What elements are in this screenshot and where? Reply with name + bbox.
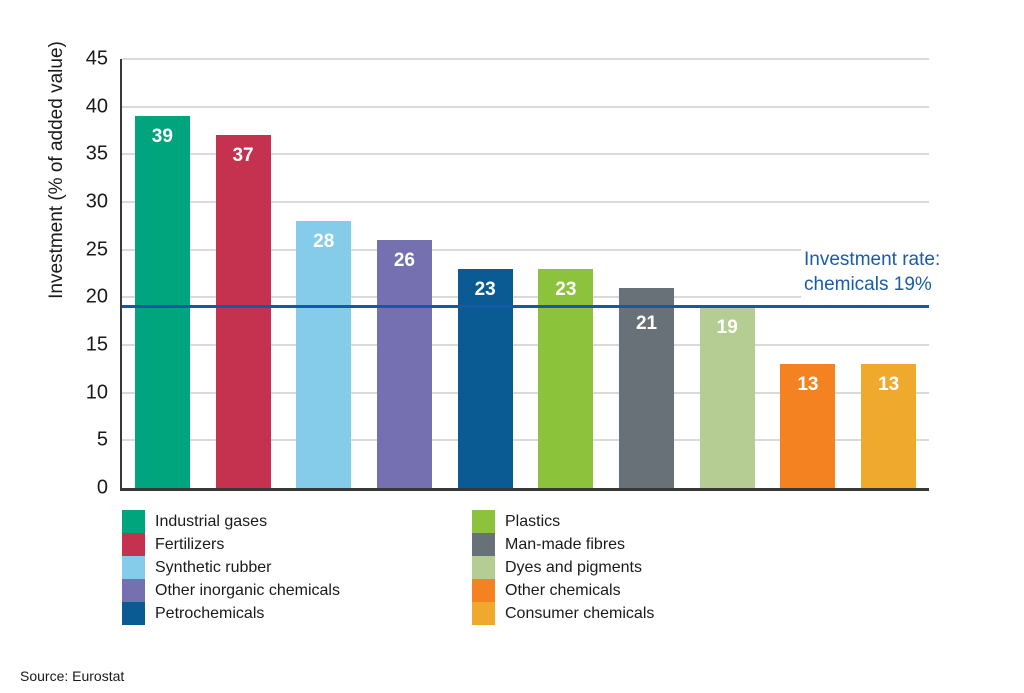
legend-label: Man-made fibres [505, 535, 626, 553]
gridline-5 [122, 439, 929, 442]
bar-value-label: 26 [393, 250, 415, 272]
bar-value-label: 13 [797, 374, 819, 396]
gridline-25 [122, 248, 929, 251]
y-tick-label-30: 30 [85, 190, 108, 213]
bar-petrochemicals: 23 [457, 268, 513, 488]
bar-man-made-fibres: 21 [619, 287, 675, 488]
bar-dyes-and-pigments: 19 [699, 306, 755, 488]
y-tick-label-40: 40 [85, 95, 108, 118]
y-tick-label-0: 0 [96, 476, 108, 499]
source-note: Source: Eurostat [20, 668, 125, 684]
legend-item-consumer-chemicals: Consumer chemicals [472, 602, 654, 625]
legend-swatch [122, 533, 145, 556]
legend-item-petrochemicals: Petrochemicals [122, 602, 340, 625]
bar-value-label: 21 [635, 312, 658, 334]
gridline-10 [122, 391, 929, 394]
legend-swatch [122, 556, 145, 579]
bar-fertilizers: 37 [215, 135, 271, 488]
legend-swatch [472, 556, 495, 579]
gridline-20 [122, 296, 929, 299]
legend-label: Industrial gases [155, 512, 268, 530]
legend-item-other-chemicals: Other chemicals [472, 579, 654, 602]
legend-item-fertilizers: Fertilizers [122, 533, 340, 556]
bar-value-label: 23 [474, 278, 496, 300]
legend-item-dyes-and-pigments: Dyes and pigments [472, 556, 654, 579]
gridline-45 [122, 58, 929, 60]
legend-swatch [472, 602, 495, 625]
bar-consumer-chemicals: 13 [861, 364, 917, 488]
legend-label: Petrochemicals [155, 604, 265, 622]
legend-swatch [472, 579, 495, 602]
legend-label: Other chemicals [505, 581, 621, 599]
legend-label: Other inorganic chemicals [155, 581, 340, 599]
bar-value-label: 13 [878, 374, 900, 396]
legend-swatch [472, 510, 495, 533]
y-tick-label-10: 10 [85, 381, 108, 404]
bar-value-label: 28 [313, 231, 335, 253]
legend-label: Fertilizers [155, 535, 225, 553]
y-tick-label-35: 35 [85, 142, 108, 165]
bar-industrial-gases: 39 [134, 116, 190, 488]
gridline-15 [122, 344, 929, 346]
legend-column-right: Plastics Man-made fibres Dyes and pigments… [472, 510, 654, 625]
legend-swatch [122, 579, 145, 602]
y-tick-label-25: 25 [85, 238, 108, 261]
legend-label: Plastics [505, 512, 561, 530]
bar-value-label: 37 [232, 145, 254, 167]
bar-other-chemicals: 13 [780, 364, 836, 488]
y-tick-label-5: 5 [96, 428, 108, 451]
reference-line-annotation: Investment rate: chemicals 19% [801, 246, 944, 298]
gridline-30 [122, 201, 929, 203]
bar-value-label: 39 [151, 126, 173, 148]
annotation-line-2: chemicals 19% [804, 274, 932, 295]
y-tick-label-20: 20 [85, 285, 108, 308]
legend-item-other-inorganic-chemicals: Other inorganic chemicals [122, 579, 340, 602]
legend-swatch [472, 533, 495, 556]
legend-label: Synthetic rubber [155, 558, 272, 576]
legend-item-synthetic-rubber: Synthetic rubber [122, 556, 340, 579]
legend-swatch [122, 510, 145, 533]
legend-item-plastics: Plastics [472, 510, 654, 533]
legend-item-man-made-fibres: Man-made fibres [472, 533, 654, 556]
bar-synthetic-rubber: 28 [296, 221, 352, 488]
gridline-35 [122, 153, 929, 156]
bar-other-inorganic-chemicals: 26 [376, 240, 432, 488]
y-tick-label-15: 15 [85, 333, 108, 356]
bar-value-label: 23 [555, 278, 577, 300]
plot-area: 39 37 28 26 23 23 21 19 13 13 [120, 58, 929, 491]
reference-line [122, 304, 929, 308]
legend-column-left: Industrial gases Fertilizers Synthetic rub… [122, 510, 340, 625]
bar-plastics: 23 [538, 268, 594, 488]
legend-label: Consumer chemicals [505, 604, 655, 622]
legend-label: Dyes and pigments [505, 558, 642, 576]
legend-item-industrial-gases: Industrial gases [122, 510, 340, 533]
gridline-40 [122, 105, 929, 108]
y-tick-label-45: 45 [85, 47, 108, 70]
bar-value-label: 19 [716, 316, 738, 338]
annotation-line-1: Investment rate: [804, 249, 941, 270]
legend-swatch [122, 602, 145, 625]
